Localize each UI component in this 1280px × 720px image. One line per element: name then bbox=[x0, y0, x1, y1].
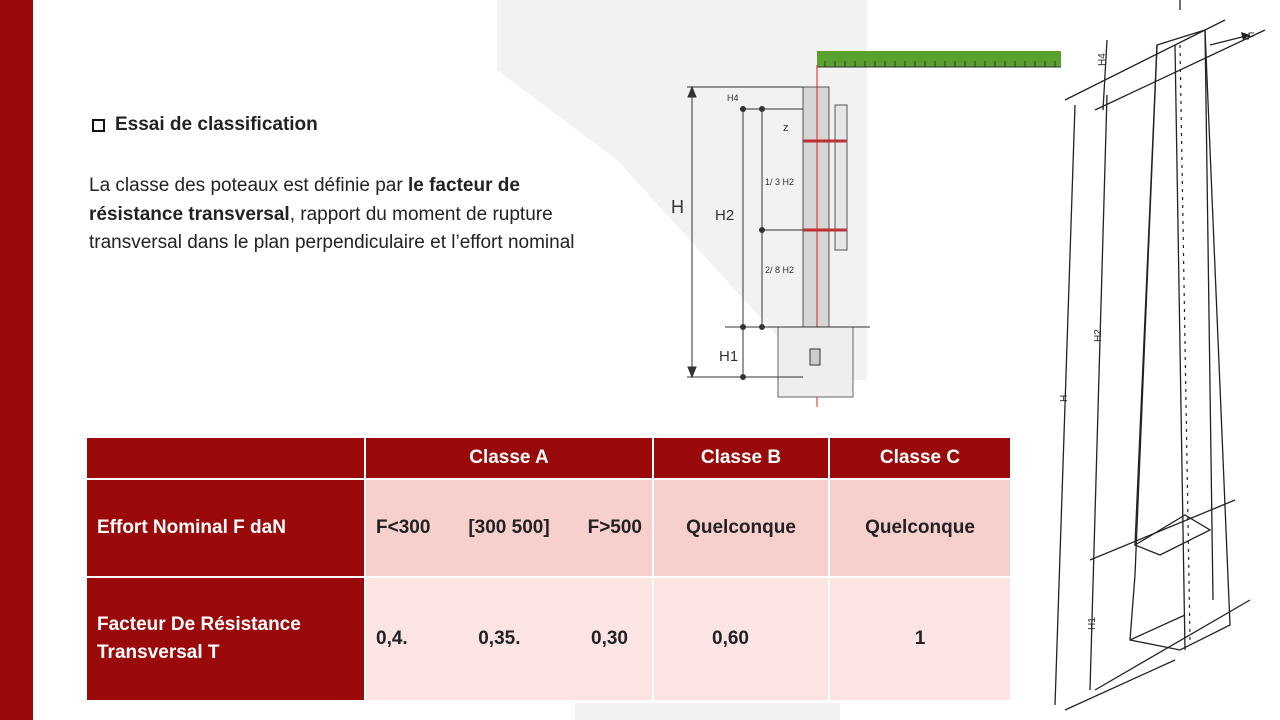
facteur-a-1: 0,4. bbox=[376, 628, 408, 649]
table-header-class-c: Classe C bbox=[828, 436, 1012, 480]
classification-table: Classe A Classe B Classe C Effort Nomina… bbox=[85, 436, 1012, 702]
label-h4: H4 bbox=[727, 93, 739, 103]
table-header-row: Classe A Classe B Classe C bbox=[85, 436, 1012, 480]
cell-class-b-effort: Quelconque bbox=[652, 478, 830, 578]
paragraph-text-2: , rapport du moment de rupture transvers… bbox=[89, 203, 575, 254]
label-h2-right: H2 bbox=[1093, 329, 1104, 342]
label-h1-right: H1 bbox=[1087, 617, 1098, 630]
label-z: z bbox=[783, 122, 789, 134]
pole-test-diagram: H4 z H H2 1/ 3 H2 2/ 8 H2 H1 bbox=[671, 51, 1061, 407]
cell-class-c-facteur: 1 bbox=[828, 576, 1012, 702]
facteur-a-2: 0,35. bbox=[478, 628, 521, 649]
table-row: Effort Nominal F daN F<300 [300 500] F>5… bbox=[85, 478, 1012, 578]
ruler-bar bbox=[817, 51, 1061, 67]
table-row: Facteur De Résistance Transversal T 0,4.… bbox=[85, 576, 1012, 702]
label-h4-right: H4 bbox=[1097, 53, 1108, 66]
background-chevron-shape bbox=[497, 0, 867, 380]
effort-a-low: F<300 bbox=[376, 517, 431, 538]
label-h2: H2 bbox=[715, 207, 734, 224]
effort-a-high: F>500 bbox=[587, 517, 642, 538]
label-third-h2: 1/ 3 H2 bbox=[765, 177, 794, 187]
cell-class-b-facteur: 0,60 bbox=[652, 576, 830, 702]
section-heading: Essai de classification bbox=[92, 114, 318, 136]
table-header-empty bbox=[85, 436, 366, 480]
definition-paragraph: La classe des poteaux est définie par le… bbox=[89, 172, 589, 258]
row-label-facteur: Facteur De Résistance Transversal T bbox=[85, 576, 366, 702]
label-h1: H1 bbox=[719, 348, 738, 365]
paragraph-text-1: La classe des poteaux est définie par bbox=[89, 175, 408, 196]
label-h-right: H bbox=[1059, 395, 1070, 402]
label-two-eighth-h2: 2/ 8 H2 bbox=[765, 265, 794, 275]
heading-text: Essai de classification bbox=[115, 114, 318, 135]
pole-perspective-sketch: F H4 H2 H H1 bbox=[1054, 0, 1266, 711]
checkbox-bullet-icon bbox=[92, 118, 105, 132]
table-header-class-a: Classe A bbox=[364, 436, 654, 480]
paragraph-bold: le facteur de résistance transversal bbox=[89, 175, 520, 225]
effort-a-mid: [300 500] bbox=[468, 517, 550, 538]
accent-side-bar bbox=[0, 0, 33, 720]
cell-class-a-facteur: 0,4. 0,35. 0,30 bbox=[364, 576, 654, 702]
cell-class-c-effort: Quelconque bbox=[828, 478, 1012, 578]
facteur-a-3: 0,30 bbox=[591, 628, 628, 649]
decorative-gray-strip bbox=[575, 703, 840, 720]
table-header-class-b: Classe B bbox=[652, 436, 830, 480]
label-force-f: F bbox=[1247, 31, 1255, 43]
cell-class-a-effort: F<300 [300 500] F>500 bbox=[364, 478, 654, 578]
row-label-effort-nominal: Effort Nominal F daN bbox=[85, 478, 366, 578]
label-h: H bbox=[671, 197, 684, 217]
